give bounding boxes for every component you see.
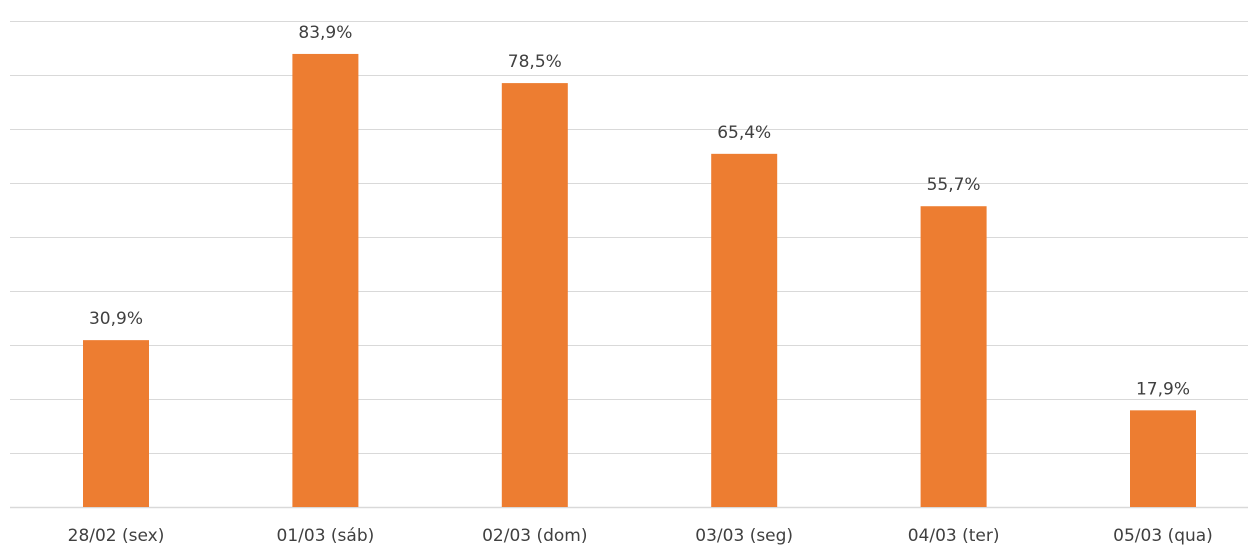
bar [920,206,987,507]
x-tick-label: 04/03 (ter) [908,526,1000,546]
bar [711,153,778,507]
bar [501,83,568,507]
x-tick-labels: 28/02 (sex) 01/03 (sáb) 02/03 (dom) 03/03 (… [68,526,1213,546]
data-label: 83,9% [298,23,352,43]
gridlines [10,21,1248,509]
x-tick-label: 01/03 (sáb) [277,526,375,546]
bar [1130,410,1196,507]
bar [83,340,149,507]
data-labels: 30,9% 83,9% 78,5% 65,4% 55,7% 17,9% [89,23,1190,399]
data-label: 65,4% [717,123,771,143]
x-tick-label: 05/03 (qua) [1113,526,1213,546]
data-label: 55,7% [927,175,981,195]
bars [83,53,1196,507]
bar [292,53,359,507]
x-tick-label: 02/03 (dom) [482,526,587,546]
data-label: 30,9% [89,309,143,329]
x-tick-label: 03/03 (seg) [695,526,793,546]
data-label: 17,9% [1136,379,1190,399]
x-tick-label: 28/02 (sex) [68,526,165,546]
data-label: 78,5% [508,52,562,72]
